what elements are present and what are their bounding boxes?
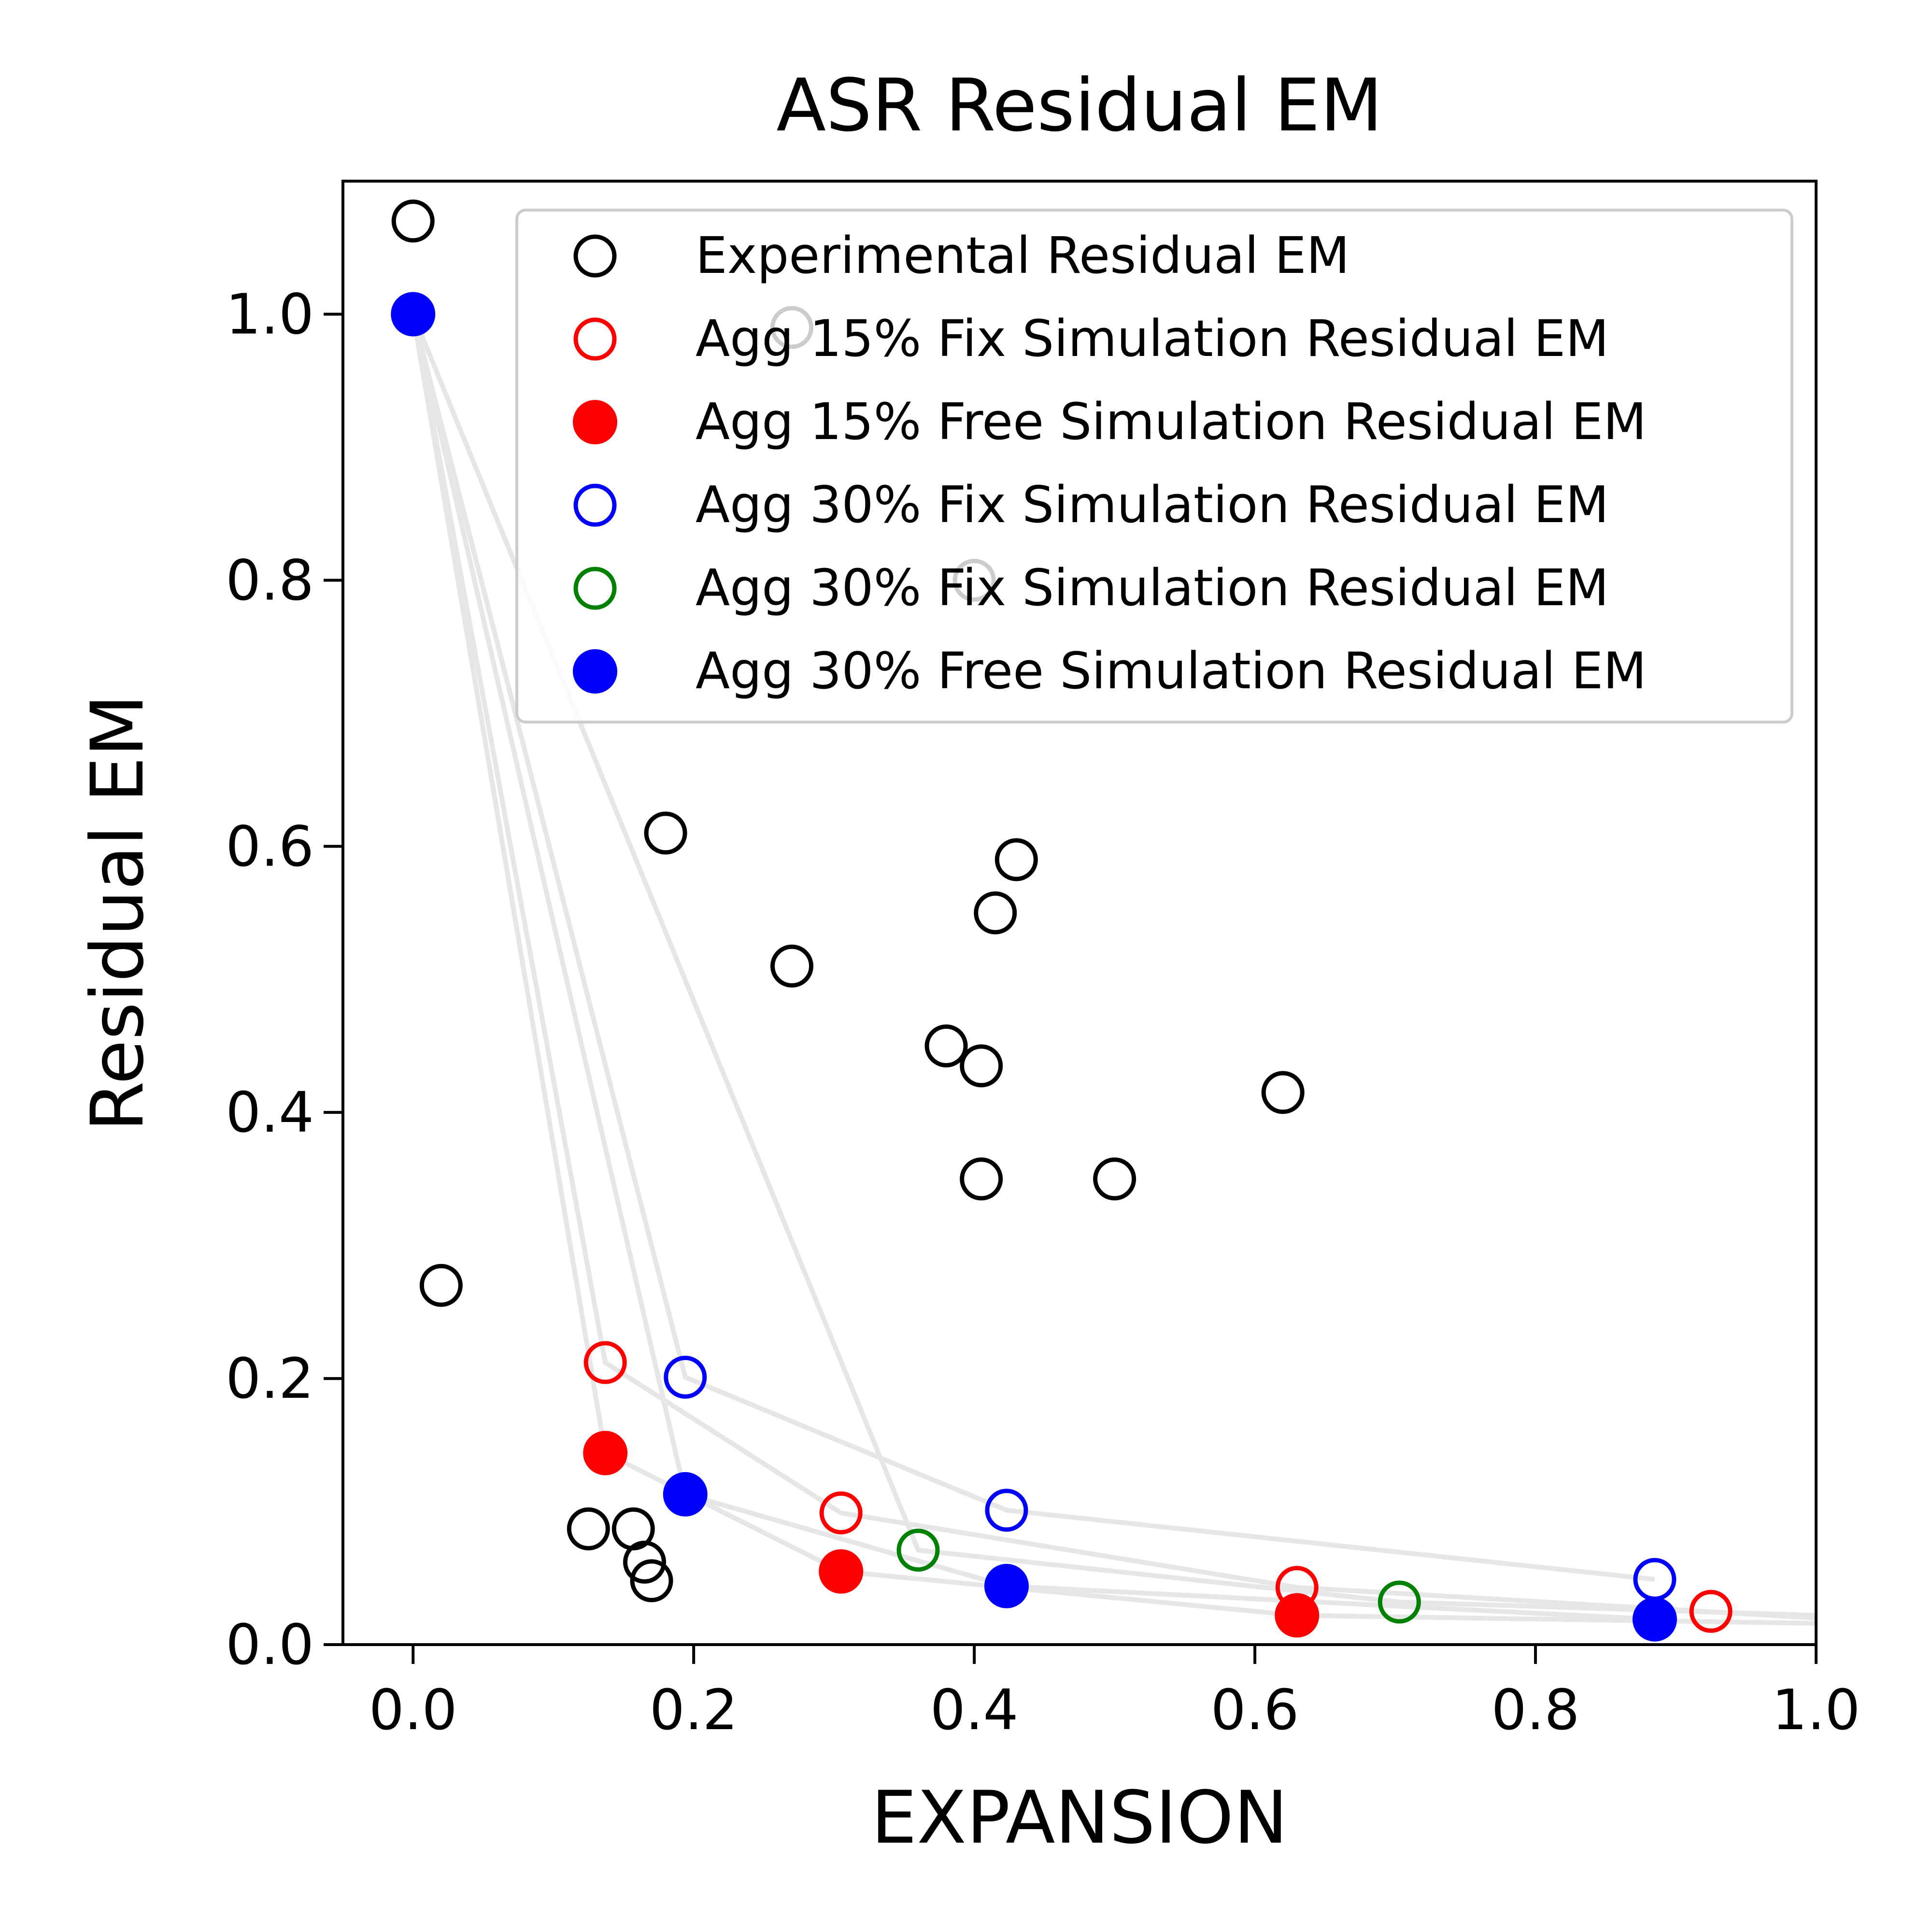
legend-entry: Agg 30% Fix Simulation Residual EM xyxy=(573,475,1609,534)
plot-frame xyxy=(341,180,1818,1646)
data-point xyxy=(960,1157,1003,1201)
data-point xyxy=(623,1540,667,1584)
y-tick-label: 1.0 xyxy=(226,282,314,347)
legend-marker xyxy=(573,317,617,361)
data-point xyxy=(1275,1593,1320,1638)
data-point xyxy=(583,1431,628,1476)
x-axis-ticks: 0.0 0.2 0.4 0.6 0.8 1.0 xyxy=(369,1645,1861,1743)
data-point xyxy=(819,1491,863,1534)
data-point xyxy=(630,1559,673,1603)
x-tick-label: 0.8 xyxy=(1492,1678,1580,1743)
data-point xyxy=(1689,1590,1733,1633)
legend-label: Agg 30% Fix Simulation Residual EM xyxy=(696,475,1609,534)
series-4-points xyxy=(664,1355,1676,1601)
y-tick-label: 0.8 xyxy=(226,548,314,613)
legend-marker xyxy=(573,567,617,610)
y-tick-label: 0.6 xyxy=(226,814,314,879)
data-point xyxy=(924,1024,968,1067)
data-point xyxy=(1093,1157,1136,1201)
legend-entry: Experimental Residual EM xyxy=(573,226,1350,285)
data-point xyxy=(663,1472,708,1517)
chart-title: ASR Residual EM xyxy=(776,64,1382,148)
x-tick-label: 0.6 xyxy=(1211,1678,1299,1743)
data-point xyxy=(419,1264,463,1307)
y-axis-ticks: 0.0 0.2 0.4 0.6 0.8 1.0 xyxy=(226,282,343,1677)
data-point xyxy=(644,811,687,855)
legend-entry: Agg 15% Fix Simulation Residual EM xyxy=(573,309,1609,368)
y-tick-label: 0.2 xyxy=(226,1347,314,1411)
legend-entry: Agg 15% Free Simulation Residual EM xyxy=(573,392,1647,451)
x-tick-label: 0.2 xyxy=(650,1678,738,1743)
series-2-points xyxy=(583,1341,1733,1633)
data-point xyxy=(1261,1071,1305,1114)
data-point xyxy=(391,292,436,337)
x-tick-label: 0.0 xyxy=(369,1678,457,1743)
data-point xyxy=(567,1507,610,1550)
fit-curve-5 xyxy=(411,313,1816,1618)
data-points xyxy=(391,199,1733,1642)
data-point xyxy=(664,1355,707,1399)
legend: Experimental Residual EM Agg 15% Fix Simu… xyxy=(515,209,1793,724)
fit-curve-4 xyxy=(411,313,1655,1622)
data-point xyxy=(583,1341,627,1384)
data-point xyxy=(770,944,814,988)
legend-label: Agg 15% Free Simulation Residual EM xyxy=(696,392,1647,451)
data-point xyxy=(984,1563,1029,1608)
data-point xyxy=(974,891,1017,935)
series-1-points xyxy=(391,199,1305,1603)
data-point xyxy=(994,838,1038,881)
y-tick-label: 0.4 xyxy=(226,1080,314,1145)
legend-marker xyxy=(573,649,617,694)
y-tick-label: 0.0 xyxy=(226,1613,314,1677)
series-6-points xyxy=(391,292,1677,1642)
legend-marker xyxy=(573,483,617,527)
legend-label: Agg 30% Free Simulation Residual EM xyxy=(696,641,1647,700)
fit-curves xyxy=(411,313,1816,1626)
data-point xyxy=(896,1528,940,1572)
data-point xyxy=(819,1549,864,1594)
x-tick-label: 1.0 xyxy=(1772,1678,1861,1743)
x-tick-label: 0.4 xyxy=(930,1678,1019,1743)
fit-curve-3 xyxy=(411,313,1655,1582)
x-axis-label: EXPANSION xyxy=(871,1776,1288,1860)
legend-label: Experimental Residual EM xyxy=(696,226,1350,285)
legend-label: Agg 15% Fix Simulation Residual EM xyxy=(696,309,1609,368)
legend-entry: Agg 30% Free Simulation Residual EM xyxy=(573,641,1647,700)
legend-box xyxy=(515,209,1793,724)
legend-label: Agg 30% Fix Simulation Residual EM xyxy=(696,558,1609,617)
data-point xyxy=(391,199,435,243)
data-point xyxy=(985,1489,1028,1532)
legend-entry: Agg 30% Fix Simulation Residual EM xyxy=(573,558,1609,617)
legend-marker xyxy=(573,234,617,278)
fit-curve-1 xyxy=(411,313,1816,1620)
y-axis-label: Residual EM xyxy=(76,694,160,1131)
data-point xyxy=(960,1044,1003,1088)
legend-entries: Experimental Residual EM Agg 15% Fix Simu… xyxy=(573,226,1647,700)
series-5-points xyxy=(896,1528,1421,1624)
legend-marker xyxy=(573,400,617,444)
data-point xyxy=(1632,1597,1677,1642)
data-point xyxy=(1378,1580,1421,1624)
series-3-points xyxy=(583,1431,1320,1638)
